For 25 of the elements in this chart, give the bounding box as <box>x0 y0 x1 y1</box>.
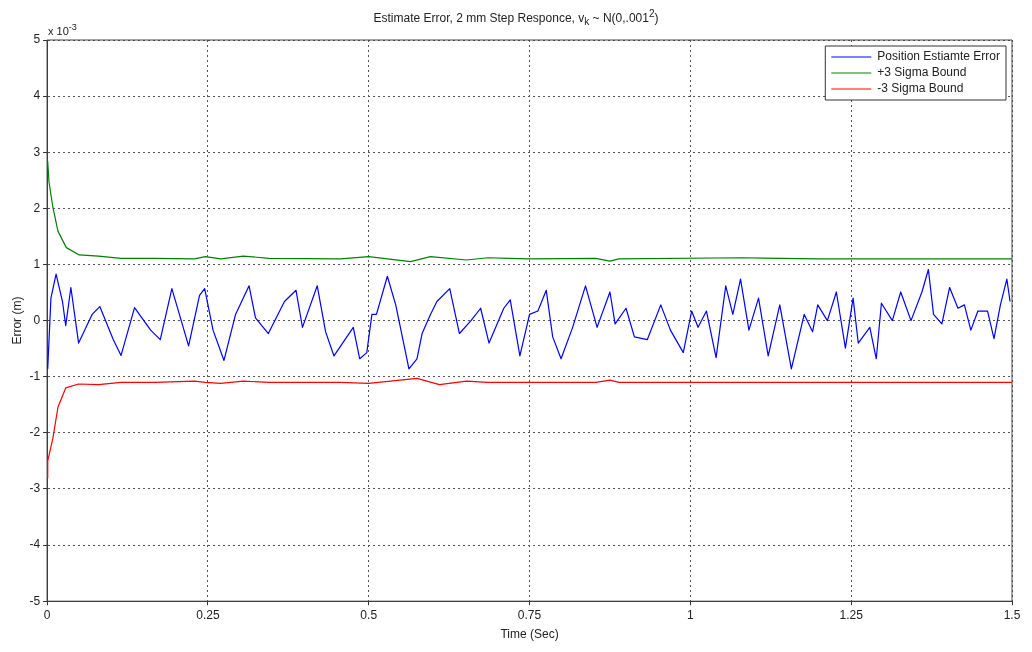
y-tick-label: -2 <box>29 425 41 440</box>
x-tick-label: 0 <box>43 607 51 622</box>
x-tick-label: 0.75 <box>517 607 542 622</box>
y-tick-label: 4 <box>33 88 41 103</box>
y-tick-label: 0 <box>33 312 41 327</box>
y-axis-title: Error (m) <box>9 296 24 345</box>
y-tick-label: 5 <box>33 32 41 47</box>
x-tick-label: 0.25 <box>196 607 220 622</box>
y-tick-label: 1 <box>33 256 41 271</box>
y-tick-label: -3 <box>29 481 41 496</box>
x-tick-label: 1.25 <box>839 607 864 622</box>
chart-title: Estimate Error, 2 mm Step Responce, v$_{k}$ ~ N(0,.001$^{2}$) <box>373 8 659 28</box>
y-tick-label: 2 <box>33 200 41 215</box>
y-tick-label: -1 <box>29 369 41 384</box>
x-tick-label: 1 <box>687 607 695 622</box>
legend-label: +3 Sigma Bound <box>877 65 967 80</box>
legend-label: -3 Sigma Bound <box>877 81 964 96</box>
text: x 10$^{-3}$ <box>48 22 77 37</box>
y-tick-label: -4 <box>29 537 41 552</box>
legend-label: Position Estiamte Error <box>877 49 1001 64</box>
x-tick-label: 0.5 <box>360 607 378 622</box>
y-tick-label: 3 <box>33 144 41 159</box>
x-axis-title: Time (Sec) <box>500 627 559 642</box>
y-tick-label: -5 <box>29 593 41 608</box>
x-tick-label: 1.5 <box>1003 607 1021 622</box>
